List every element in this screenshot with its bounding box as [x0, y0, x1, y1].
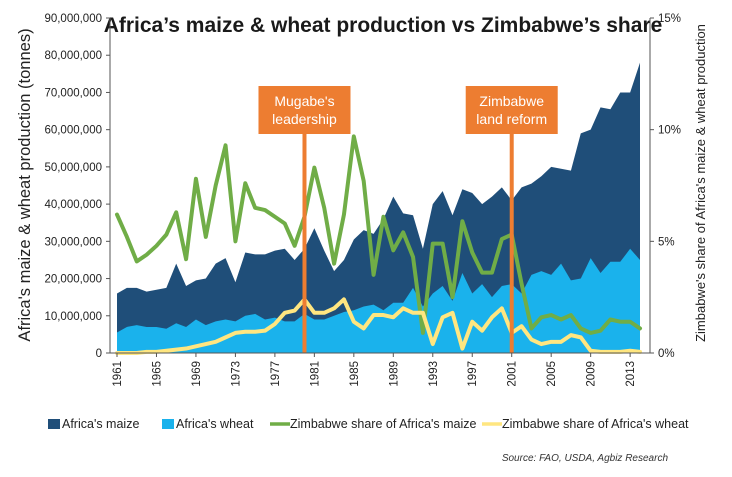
y-tick-label: 70,000,000 [44, 87, 102, 99]
annotation-box-1 [258, 86, 351, 134]
y-axis-left-ticks: 0 10,000,000 20,000,000 30,000,000 40,000,00… [44, 13, 110, 360]
x-tick-label: 1993 [428, 361, 440, 387]
annotation-label-2-2: land reform [476, 111, 547, 127]
legend-item-zimbabwe-share-of-africa-s-maize: Zimbabwe share of Africa's maize [270, 417, 477, 431]
y2-tick-label: 0% [658, 348, 675, 360]
annotation-label-1-1: Mugabe's [274, 93, 334, 109]
line-zimbabwe-share-of-africa-s-maize [115, 134, 642, 335]
y-tick-label: 0 [96, 348, 102, 360]
x-tick-label: 2013 [625, 361, 637, 387]
x-tick-label: 2001 [507, 361, 519, 387]
x-tick-label: 2009 [586, 361, 598, 387]
legend-swatch [48, 419, 60, 429]
legend-item-africa-s-wheat: Africa's wheat [162, 417, 254, 431]
y-axis-right-title: Zimbabwe's share of Africa's maize & whe… [693, 24, 708, 342]
line-zimbabwe-share-of-africa-s-wheat [115, 297, 642, 355]
annotation-layer: Mugabe's leadership Zimbabwe land reform [258, 86, 558, 353]
legend-label: Africa's wheat [176, 417, 254, 431]
y-tick-label: 30,000,000 [44, 236, 102, 248]
annotation-label-2-1: Zimbabwe [479, 93, 544, 109]
x-tick-label: 1997 [467, 361, 479, 387]
x-tick-label: 1965 [151, 361, 163, 387]
legend-swatch [162, 419, 174, 429]
area-africa-s-maize [117, 62, 640, 354]
line-layer [115, 134, 642, 355]
y-axis-left-title: Africa's maize & wheat production (tonne… [16, 28, 34, 341]
annotation-label-1-2: leadership [272, 111, 337, 127]
x-tick-label: 1973 [230, 361, 242, 387]
x-axis-ticks: 1961 1965 1969 1973 1977 1981 1985 1989 1993 1997… [112, 353, 637, 387]
y-tick-label: 80,000,000 [44, 50, 102, 62]
y-tick-label: 10,000,000 [44, 311, 102, 323]
area-layer [117, 62, 640, 354]
x-tick-label: 1969 [191, 361, 203, 387]
annotation-box-2 [465, 86, 558, 134]
x-tick-label: 2005 [546, 361, 558, 387]
y-tick-label: 20,000,000 [44, 274, 102, 286]
y-tick-label: 90,000,000 [44, 13, 102, 25]
legend-item-africa-s-maize: Africa's maize [48, 417, 139, 431]
x-tick-label: 1981 [309, 361, 321, 387]
y-tick-label: 60,000,000 [44, 125, 102, 137]
y-tick-label: 40,000,000 [44, 199, 102, 211]
y2-tick-label: 10% [658, 125, 681, 137]
x-tick-label: 1989 [388, 361, 400, 387]
y2-tick-label: 5% [658, 236, 675, 248]
legend-label: Zimbabwe share of Africa's maize [290, 417, 477, 431]
source-note: Source: FAO, USDA, Agbiz Research [502, 453, 669, 464]
legend-label: Zimbabwe share of Africa's wheat [502, 417, 689, 431]
chart-title: Africa’s maize & wheat production vs Zim… [104, 14, 663, 37]
y-tick-label: 50,000,000 [44, 162, 102, 174]
axes [109, 18, 651, 354]
x-tick-label: 1961 [112, 361, 124, 387]
legend: Africa's maize Africa's wheat Zimbabwe sha… [48, 417, 689, 431]
x-tick-label: 1985 [349, 361, 361, 387]
y-axis-right-ticks: 0% 5% 10% 15% [650, 13, 681, 360]
y2-tick-label: 15% [658, 13, 681, 25]
x-tick-label: 1977 [270, 361, 282, 387]
legend-item-zimbabwe-share-of-africa-s-wheat: Zimbabwe share of Africa's wheat [482, 417, 689, 431]
legend-label: Africa's maize [62, 417, 139, 431]
